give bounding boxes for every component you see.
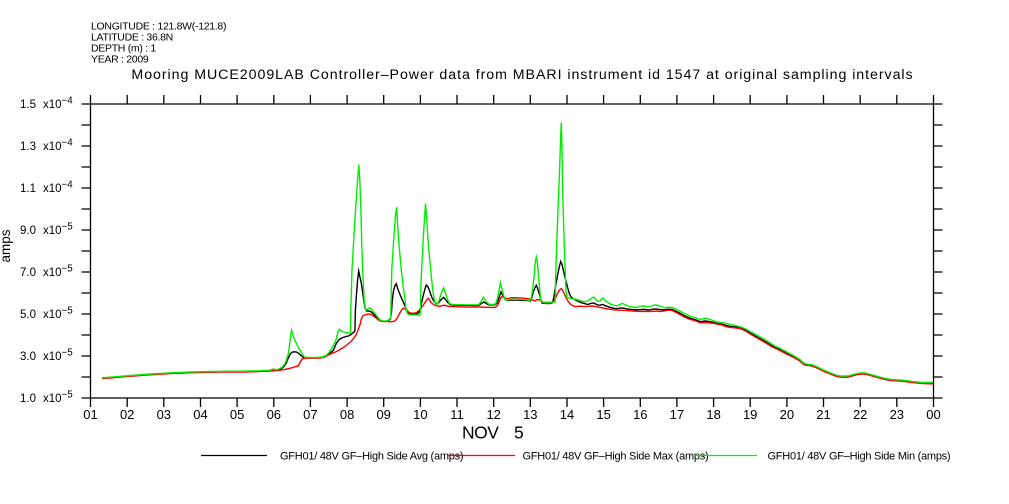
- svg-text:00: 00: [926, 407, 940, 422]
- svg-text:05: 05: [230, 407, 244, 422]
- svg-text:09: 09: [376, 407, 390, 422]
- svg-text:14: 14: [560, 407, 574, 422]
- svg-text:21: 21: [816, 407, 830, 422]
- svg-text:01: 01: [83, 407, 97, 422]
- svg-text:GFH01/ 48V GF–High Side Min (a: GFH01/ 48V GF–High Side Min (amps): [768, 451, 951, 463]
- svg-text:YEAR : 2009: YEAR : 2009: [91, 54, 149, 66]
- svg-text:18: 18: [706, 407, 720, 422]
- svg-text:LONGITUDE : 121.8W(-121.8): LONGITUDE : 121.8W(-121.8): [91, 21, 226, 33]
- svg-text:23: 23: [890, 407, 904, 422]
- svg-text:NOV: NOV: [462, 423, 499, 443]
- svg-text:07: 07: [303, 407, 317, 422]
- svg-text:12: 12: [486, 407, 500, 422]
- svg-text:amps: amps: [0, 229, 13, 262]
- svg-text:11: 11: [450, 407, 464, 422]
- svg-text:GFH01/ 48V GF–High Side Avg (a: GFH01/ 48V GF–High Side Avg (amps): [280, 451, 463, 463]
- svg-text:15: 15: [596, 407, 610, 422]
- svg-text:5: 5: [514, 423, 524, 443]
- svg-text:16: 16: [633, 407, 647, 422]
- svg-text:03: 03: [157, 407, 171, 422]
- svg-text:02: 02: [120, 407, 134, 422]
- svg-text:22: 22: [853, 407, 867, 422]
- svg-text:DEPTH (m) : 1: DEPTH (m) : 1: [91, 43, 156, 55]
- svg-text:GFH01/ 48V GF–High Side Max (a: GFH01/ 48V GF–High Side Max (amps): [523, 451, 709, 463]
- svg-text:10: 10: [413, 407, 427, 422]
- svg-text:19: 19: [743, 407, 757, 422]
- svg-text:17: 17: [670, 407, 684, 422]
- svg-text:13: 13: [523, 407, 537, 422]
- svg-text:08: 08: [340, 407, 354, 422]
- svg-text:LATITUDE : 36.8N: LATITUDE : 36.8N: [91, 32, 173, 44]
- svg-text:04: 04: [193, 407, 207, 422]
- svg-text:06: 06: [267, 407, 281, 422]
- svg-text:20: 20: [780, 407, 794, 422]
- svg-text:Mooring MUCE2009LAB Controller: Mooring MUCE2009LAB Controller–Power dat…: [131, 67, 913, 83]
